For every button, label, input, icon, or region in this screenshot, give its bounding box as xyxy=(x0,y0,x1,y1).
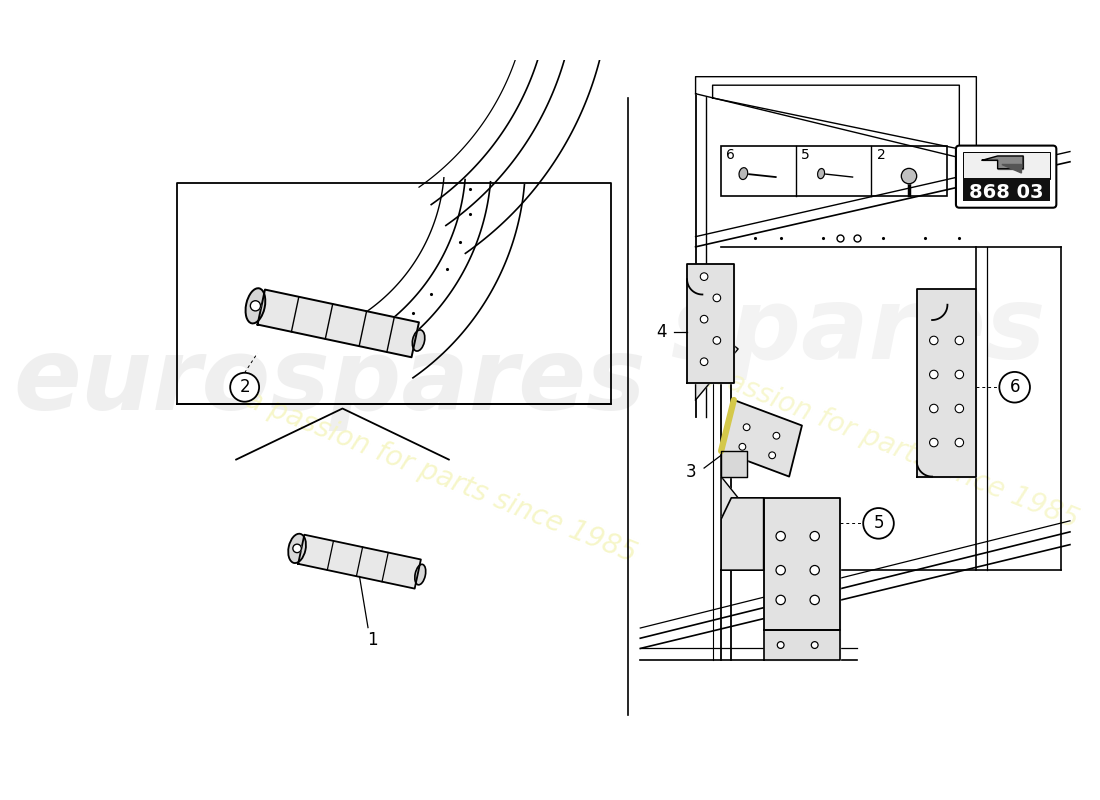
Circle shape xyxy=(701,273,708,281)
Bar xyxy=(962,178,1049,201)
Circle shape xyxy=(810,595,820,605)
Circle shape xyxy=(955,370,964,378)
Circle shape xyxy=(778,642,784,649)
Bar xyxy=(962,152,1049,179)
Text: a passion for parts since 1985: a passion for parts since 1985 xyxy=(683,351,1082,534)
Text: 6: 6 xyxy=(726,148,735,162)
Text: 6: 6 xyxy=(1010,378,1020,396)
Bar xyxy=(722,146,947,196)
Circle shape xyxy=(251,301,261,311)
Circle shape xyxy=(812,642,818,649)
Polygon shape xyxy=(1002,165,1022,173)
Circle shape xyxy=(930,404,938,413)
Text: 1: 1 xyxy=(367,631,377,650)
Polygon shape xyxy=(688,264,734,383)
Text: 2: 2 xyxy=(240,378,250,396)
Circle shape xyxy=(230,373,260,402)
Circle shape xyxy=(955,404,964,413)
Polygon shape xyxy=(982,156,1023,169)
Circle shape xyxy=(955,438,964,446)
Text: 5: 5 xyxy=(873,514,883,532)
Ellipse shape xyxy=(415,564,426,585)
Circle shape xyxy=(955,336,964,345)
Circle shape xyxy=(776,595,785,605)
Ellipse shape xyxy=(817,169,825,178)
Circle shape xyxy=(701,315,708,323)
Circle shape xyxy=(713,337,721,344)
Circle shape xyxy=(744,424,750,430)
Polygon shape xyxy=(688,264,703,294)
Ellipse shape xyxy=(288,534,306,563)
Circle shape xyxy=(739,443,746,450)
Circle shape xyxy=(999,372,1030,402)
Polygon shape xyxy=(695,315,738,400)
Polygon shape xyxy=(722,400,802,477)
Text: 4: 4 xyxy=(657,323,667,341)
Polygon shape xyxy=(916,290,977,477)
Polygon shape xyxy=(722,477,755,570)
Circle shape xyxy=(769,452,776,458)
Polygon shape xyxy=(695,77,977,162)
Text: 5: 5 xyxy=(802,148,810,162)
Text: 3: 3 xyxy=(686,463,696,482)
Text: 868 03: 868 03 xyxy=(969,182,1044,202)
Polygon shape xyxy=(763,630,840,659)
Circle shape xyxy=(901,169,916,184)
Ellipse shape xyxy=(412,330,425,351)
Circle shape xyxy=(776,566,785,575)
Circle shape xyxy=(293,544,301,553)
Ellipse shape xyxy=(245,288,265,323)
Polygon shape xyxy=(257,290,419,358)
Circle shape xyxy=(713,294,721,302)
Circle shape xyxy=(810,531,820,541)
Circle shape xyxy=(930,370,938,378)
Polygon shape xyxy=(763,498,840,630)
Circle shape xyxy=(864,508,894,538)
Text: spares: spares xyxy=(670,283,1045,381)
Circle shape xyxy=(773,432,780,439)
Polygon shape xyxy=(722,498,763,570)
Circle shape xyxy=(776,531,785,541)
Text: 2: 2 xyxy=(877,148,886,162)
Circle shape xyxy=(810,566,820,575)
Circle shape xyxy=(930,438,938,446)
Circle shape xyxy=(701,358,708,366)
Text: eurospares: eurospares xyxy=(13,334,646,431)
Polygon shape xyxy=(298,534,421,589)
FancyBboxPatch shape xyxy=(956,146,1056,208)
Polygon shape xyxy=(722,451,747,477)
Text: a passion for parts since 1985: a passion for parts since 1985 xyxy=(241,385,640,568)
Circle shape xyxy=(930,336,938,345)
Ellipse shape xyxy=(739,168,748,179)
